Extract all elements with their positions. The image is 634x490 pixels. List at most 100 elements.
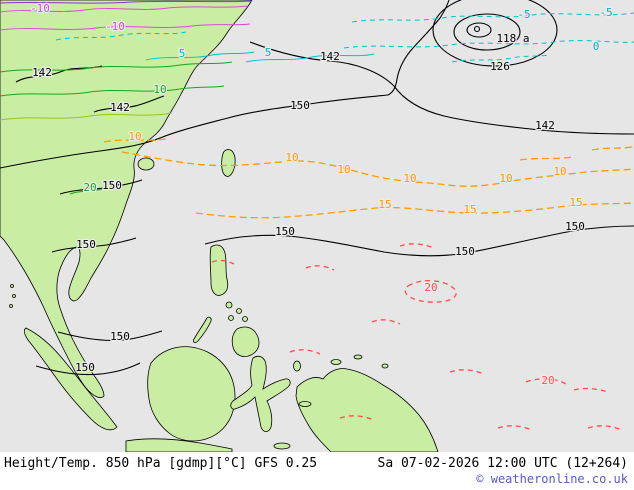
temp-contour-orange-10	[103, 138, 167, 143]
contour-label: 150	[290, 99, 310, 112]
height-contours	[0, 0, 634, 376]
contour-label: 10	[403, 172, 416, 185]
land-timor	[273, 442, 291, 450]
temp-contour-red-fragment	[339, 415, 375, 421]
contour-label: 150	[75, 361, 95, 374]
land-seram	[298, 401, 312, 407]
land-visayas-island	[242, 316, 248, 322]
land-halmahera	[293, 360, 301, 372]
temp-contour-cyan	[245, 53, 375, 63]
land-visayas-island	[225, 301, 233, 309]
temp-contour-red-fragment	[573, 387, 609, 393]
contour-label: 20	[541, 374, 554, 387]
land-mindanao	[231, 326, 260, 357]
temp-contour-green	[0, 85, 225, 97]
height-contour-142	[249, 41, 634, 135]
temp-contour-orange-fragment	[519, 156, 573, 161]
land-luzon	[209, 244, 229, 296]
landmasses	[0, 0, 439, 452]
contour-label: 142	[110, 101, 130, 114]
temp-contour-purple	[0, 0, 253, 4]
land-taiwan	[221, 149, 236, 177]
contour-label: 118 a	[496, 32, 529, 45]
contour-label: -5	[599, 6, 612, 19]
temp-contour-red-fragment	[497, 425, 533, 431]
contour-label: 20	[83, 181, 96, 194]
land-borneo	[147, 346, 236, 442]
temp-contour-orange-15	[195, 202, 634, 219]
contour-label: -10	[105, 20, 125, 33]
contour-label: 20	[424, 281, 437, 294]
temp-contour-red-fragment	[449, 369, 485, 375]
status-bar: Height/Temp. 850 hPa [gdmp][°C] GFS 0.25…	[0, 452, 634, 490]
contour-label: -10	[30, 2, 50, 15]
contour-label: 5	[179, 47, 186, 60]
contour-label: 126	[490, 60, 510, 73]
contour-label: -5	[517, 8, 530, 21]
land-visayas-island	[236, 308, 242, 314]
map-title: Height/Temp. 850 hPa [gdmp][°C] GFS 0.25	[4, 456, 318, 471]
land-java	[125, 438, 233, 452]
temp-contour-cyan	[343, 40, 634, 49]
height-contour-center	[473, 25, 481, 33]
contour-label: 142	[32, 66, 52, 79]
land-new-guinea	[295, 368, 439, 452]
land-andaman-island	[12, 294, 16, 298]
temp-contour-magenta	[0, 23, 251, 31]
contour-label: 10	[285, 151, 298, 164]
land-hainan	[137, 157, 155, 171]
temp-contour-red-fragment	[211, 259, 235, 265]
temp-contour-cyan	[145, 51, 255, 61]
contour-label: 142	[535, 119, 555, 132]
copyright-link[interactable]: © weatheronline.co.uk	[476, 472, 628, 487]
land-sumatra	[23, 327, 118, 431]
contour-label: 150	[455, 245, 475, 258]
land-mainland-asia	[0, 0, 253, 398]
height-contour-150-mid	[204, 225, 634, 257]
temp-contour-green	[69, 188, 103, 195]
height-contour-inner-ring	[466, 22, 492, 38]
map-datetime: Sa 07-02-2026 12:00 UTC (12+264)	[377, 456, 628, 471]
contour-label: 10	[499, 172, 512, 185]
land-small-island	[353, 354, 363, 360]
contour-label: 10	[553, 165, 566, 178]
footer-right: Sa 07-02-2026 12:00 UTC (12+264) © weath…	[378, 456, 628, 487]
temp-contour-yellow-green	[0, 112, 173, 121]
height-contour-150-w	[51, 237, 137, 253]
contour-label: 15	[378, 198, 391, 211]
land-sulawesi	[230, 355, 291, 432]
contour-label: 10	[337, 163, 350, 176]
height-contour-118-ring	[453, 13, 521, 51]
temp-contour-red-fragment	[587, 425, 623, 431]
temp-contour-red-20	[525, 378, 567, 385]
temp-contour-orange-fragment	[591, 146, 633, 151]
temperature-contours	[0, 0, 634, 431]
land-andaman-island	[10, 284, 14, 288]
contour-label: 150	[565, 220, 585, 233]
land-palawan	[192, 316, 212, 343]
contour-label: 150	[275, 225, 295, 238]
contour-label: 10	[153, 83, 166, 96]
temp-contour-orange-10	[121, 151, 634, 187]
height-contour-126-ring	[432, 0, 558, 67]
contour-label: 15	[569, 196, 582, 209]
temp-contour-magenta	[0, 5, 249, 13]
contour-label: 150	[76, 238, 96, 251]
height-contour-150-sw	[57, 330, 163, 342]
land-small-island	[381, 363, 389, 369]
height-contour-142-nw	[93, 95, 165, 113]
land-small-island	[330, 359, 342, 365]
temp-contour-cyan	[351, 12, 634, 23]
temp-contour-red-20	[404, 279, 457, 303]
temp-contour-red-fragment	[371, 319, 401, 325]
contour-label: 0	[593, 40, 600, 53]
contour-label: 5	[265, 46, 272, 59]
temp-contour-cyan	[55, 31, 187, 41]
contour-label: 150	[102, 179, 122, 192]
temp-contour-red-fragment	[305, 265, 335, 271]
height-contour-150	[0, 0, 450, 169]
contour-label: 142	[320, 50, 340, 63]
